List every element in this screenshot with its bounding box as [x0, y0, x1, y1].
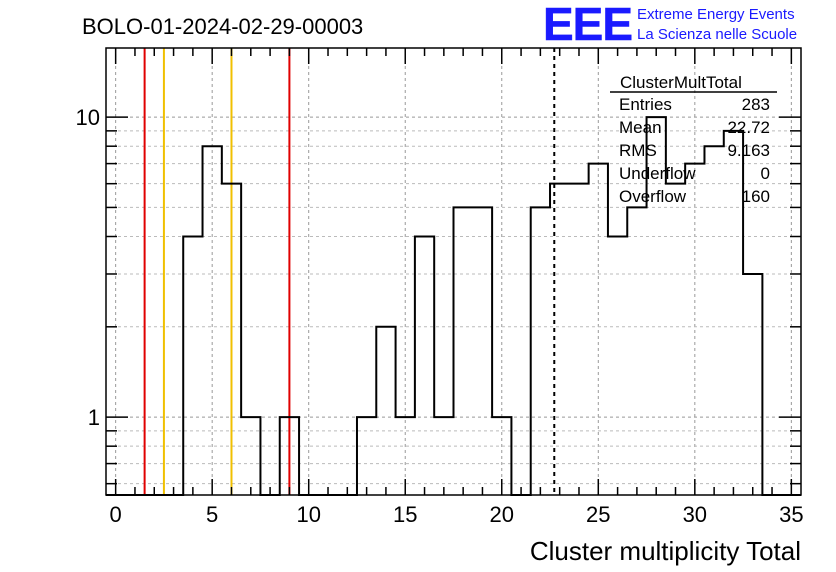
logo-line-2: La Scienza nelle Scuole	[637, 26, 797, 43]
x-tick-label: 5	[206, 502, 218, 527]
stats-label: Mean	[619, 118, 662, 137]
x-tick-label: 20	[490, 502, 514, 527]
stats-rows: Entries 283 Mean 22.72 RMS 9.163 Underflow 0 Ove…	[619, 95, 770, 206]
axis-ticks	[106, 48, 801, 495]
x-tick-label: 25	[586, 502, 610, 527]
stats-label: Overflow	[619, 187, 687, 206]
eee-logo: EEE	[543, 0, 632, 50]
marker-lines	[143, 48, 556, 495]
y-tick-label: 1	[88, 405, 100, 430]
stats-box: ClusterMultTotal Entries 283 Mean 22.72 RMS 9…	[610, 73, 777, 206]
stats-value: 22.72	[727, 118, 770, 137]
x-axis-label: Cluster multiplicity Total	[530, 536, 801, 566]
x-tick-label: 30	[683, 502, 707, 527]
x-tick-label: 0	[110, 502, 122, 527]
stats-label: Underflow	[619, 164, 696, 183]
x-tick-label: 35	[779, 502, 803, 527]
stats-label: RMS	[619, 141, 657, 160]
stats-label: Entries	[619, 95, 672, 114]
logo-line-1: Extreme Energy Events	[637, 6, 795, 23]
stats-value: 9.163	[727, 141, 770, 160]
stats-title: ClusterMultTotal	[620, 73, 742, 92]
histogram-outline	[106, 116, 801, 496]
plot-frame	[105, 47, 802, 496]
stats-value: 0	[761, 164, 770, 183]
y-tick-label: 10	[76, 105, 100, 130]
stats-value: 283	[742, 95, 770, 114]
stats-value: 160	[742, 187, 770, 206]
x-tick-labels: 0 5 10 15 20 25 30 35	[110, 502, 804, 527]
x-tick-label: 15	[393, 502, 417, 527]
run-title: BOLO-01-2024-02-29-00003	[82, 14, 363, 39]
x-tick-label: 10	[296, 502, 320, 527]
y-tick-labels: 1 10	[76, 105, 100, 430]
